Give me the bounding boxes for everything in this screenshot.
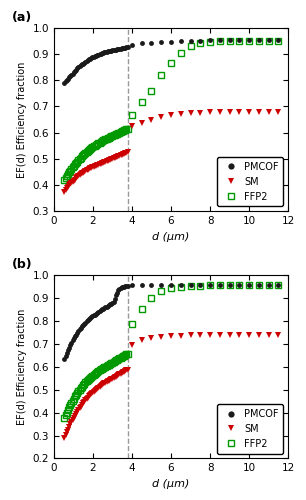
X-axis label: d (μm): d (μm) — [152, 232, 190, 241]
Text: (b): (b) — [12, 258, 32, 271]
Y-axis label: EF(d) Efficiency fraction: EF(d) Efficiency fraction — [17, 308, 27, 425]
X-axis label: d (μm): d (μm) — [152, 479, 190, 489]
Y-axis label: EF(d) Efficiency fraction: EF(d) Efficiency fraction — [17, 61, 27, 178]
Text: (a): (a) — [12, 11, 32, 24]
Legend: PMCOF, SM, FFP2: PMCOF, SM, FFP2 — [217, 157, 283, 206]
Legend: PMCOF, SM, FFP2: PMCOF, SM, FFP2 — [217, 404, 283, 454]
